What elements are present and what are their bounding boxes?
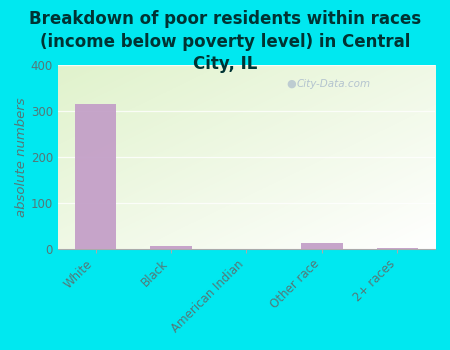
Bar: [75, 104, 117, 248]
Text: Breakdown of poor residents within races
(income below poverty level) in Central: Breakdown of poor residents within races…: [29, 10, 421, 73]
Bar: [301, 243, 342, 248]
Y-axis label: absolute numbers: absolute numbers: [15, 97, 28, 217]
Text: ●: ●: [287, 79, 297, 89]
Text: City-Data.com: City-Data.com: [296, 79, 370, 89]
Bar: [150, 246, 192, 248]
